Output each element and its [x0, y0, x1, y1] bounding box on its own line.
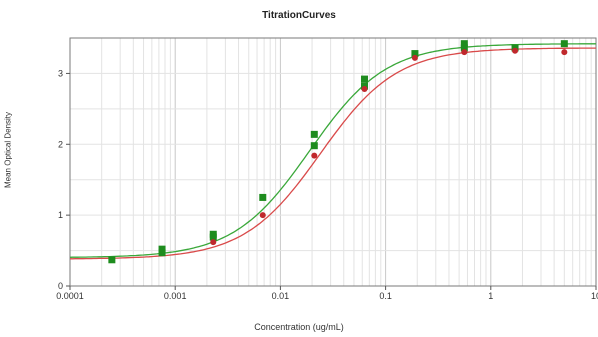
fit-curve — [69, 43, 596, 258]
data-point-square — [209, 233, 217, 241]
data-point-square — [310, 130, 318, 138]
data-point-square — [158, 249, 166, 257]
y-tick-label: 2 — [58, 139, 63, 149]
x-tick-label: 0.1 — [379, 291, 392, 301]
data-point-square — [158, 245, 166, 253]
data-point-circle — [461, 49, 468, 56]
axis-ticks: 0.0001 0.001 0.01 0.1 1 10 0 1 2 3 — [56, 68, 598, 301]
grid — [69, 38, 596, 286]
data-point-circle — [561, 49, 568, 56]
data-points — [108, 40, 568, 264]
data-point-square — [310, 142, 318, 150]
y-tick-label: 1 — [58, 210, 63, 220]
x-tick-label: 0.01 — [272, 291, 290, 301]
chart-title: TitrationCurves — [262, 10, 336, 21]
x-tick-label: 0.0001 — [56, 291, 84, 301]
x-axis-label: Concentration (ug/mL) — [254, 322, 344, 332]
plot-frame — [69, 37, 597, 287]
data-point-circle — [210, 239, 217, 246]
data-point-square — [360, 75, 368, 83]
data-point-square — [411, 50, 419, 58]
y-tick-label: 0 — [58, 281, 63, 291]
data-point-circle — [361, 86, 368, 93]
data-point-square — [259, 193, 267, 201]
data-point-square — [108, 256, 116, 264]
x-tick-label: 1 — [488, 291, 493, 301]
y-tick-label: 3 — [58, 68, 63, 78]
x-tick-label: 0.001 — [164, 291, 187, 301]
fit-curves — [69, 43, 596, 260]
data-point-square — [460, 40, 468, 48]
data-point-circle — [411, 54, 418, 61]
data-point-circle — [311, 152, 318, 159]
data-point-circle — [259, 212, 266, 219]
data-point-circle — [512, 47, 519, 54]
data-point-square — [460, 44, 468, 52]
data-point-square — [560, 40, 568, 48]
x-tick-label: 10 — [591, 291, 598, 301]
fit-curve — [70, 47, 596, 260]
